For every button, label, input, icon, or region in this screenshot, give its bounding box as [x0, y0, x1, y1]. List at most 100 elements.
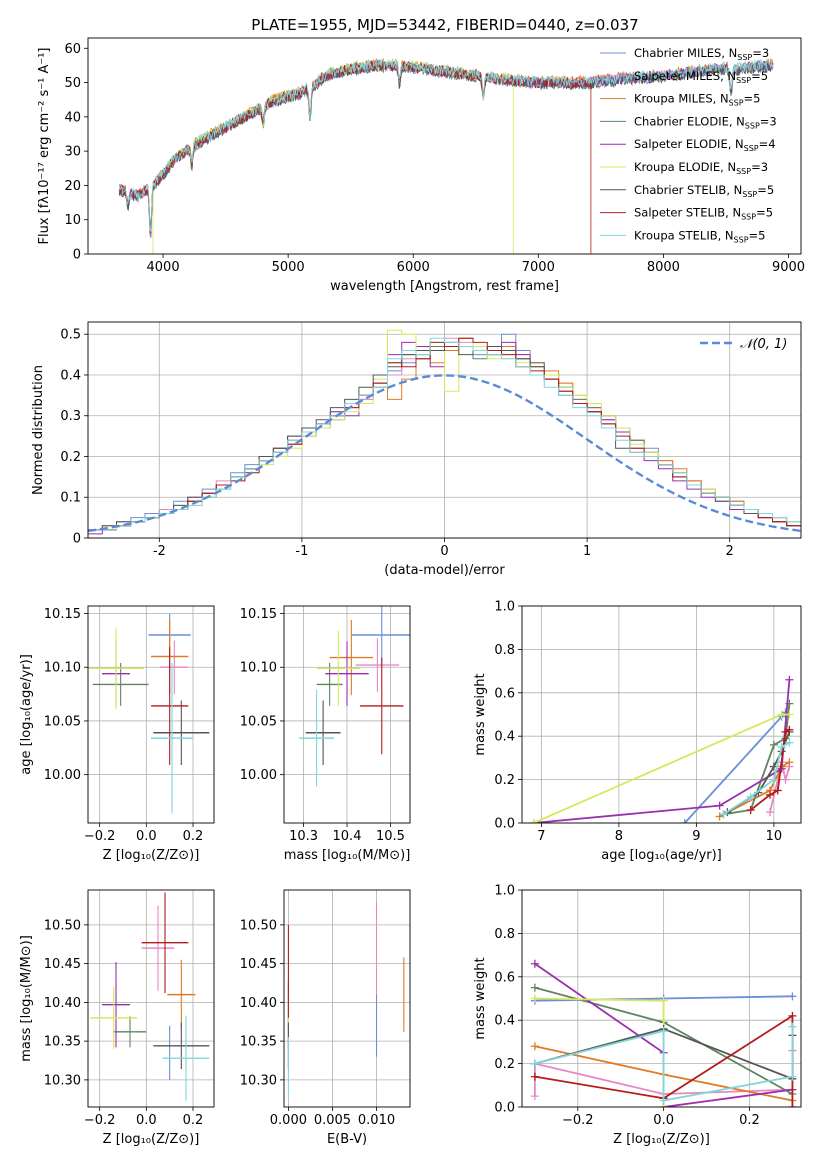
errorbar-kroupa-stelib [151, 662, 193, 814]
series-marker [530, 983, 539, 992]
y-tick-label: 0.2 [60, 450, 81, 465]
errorbar-kroupa-miles [329, 619, 374, 696]
plot-frame [87, 321, 802, 539]
mass-vs-Z-panel: −0.2 0.0 0.2 10.30 10.35 10.40 10.45 10.50 Z [lo… [19, 889, 215, 1147]
series-marker [769, 740, 778, 749]
legend-label: Salpeter MILES, NSSP=5 [634, 69, 768, 85]
y-tick-label: 10.10 [44, 661, 81, 676]
y-tick-label: 0.0 [494, 817, 515, 832]
series-marker [530, 1072, 539, 1081]
y-axis-label: Normed distribution [31, 365, 46, 495]
x-tick-label: 0.2 [739, 1113, 760, 1128]
x-tick-label: −0.2 [84, 829, 116, 844]
x-tick-label: −0.2 [84, 1113, 116, 1128]
series-marker [746, 805, 755, 814]
plot-frame [283, 605, 411, 824]
x-tick-label: 0.0 [136, 829, 157, 844]
series-marker [788, 1103, 797, 1107]
series-line [719, 761, 790, 818]
x-tick-label: 0.0 [136, 1113, 157, 1128]
series-line [533, 679, 791, 823]
x-tick-label: 9 [692, 829, 700, 844]
plot-frame [87, 605, 215, 824]
age-vs-mass-panel: 10.3 10.4 10.5 10.00 10.05 10.10 10.15 mass [lo… [240, 605, 411, 863]
series-marker [659, 996, 668, 1005]
x-axis-label: Z [log₁₀(Z/Z⊙)] [103, 1132, 200, 1147]
mass-vs-EBV-panel: 0.000 0.005 0.010 10.30 10.35 10.40 10.45 10.50… [240, 889, 411, 1147]
errorbar-salpeter-elodie [102, 962, 130, 1048]
y-tick-label: 10.05 [240, 714, 277, 729]
x-tick-label: 0.0 [653, 1113, 674, 1128]
weight-vs-age-panel: 7 8 9 10 0.0 0.2 0.4 0.6 0.8 1.0 age [log₁₀(age/yr… [473, 600, 802, 863]
age-vs-Z-panel: −0.2 0.0 0.2 10.00 10.05 10.10 10.15 Z [log₁₀(Z… [19, 605, 215, 863]
errorbar-chabrier-stelib [153, 700, 210, 765]
x-axis-label: E(B-V) [327, 1132, 367, 1147]
y-tick-label: 30 [64, 145, 81, 160]
legend-label: Kroupa MILES, NSSP=5 [634, 92, 760, 108]
series-marker [773, 786, 782, 795]
legend-label: Chabrier MILES, NSSP=3 [634, 46, 769, 62]
y-tick-label: 0.3 [60, 409, 81, 424]
series-kroupa-stelib [719, 738, 794, 819]
legend-label: Salpeter STELIB, NSSP=5 [634, 206, 773, 222]
x-tick-label: 8 [615, 829, 623, 844]
series-marker [719, 810, 728, 819]
x-axis-label: age [log₁₀(age/yr)] [601, 848, 722, 863]
y-tick-label: 0.6 [494, 686, 515, 701]
series-marker [659, 1096, 668, 1105]
series-marker [788, 1011, 797, 1020]
y-tick-label: 0.8 [494, 927, 515, 942]
errorbar-kroupa-stelib [299, 689, 334, 787]
series-marker [766, 808, 774, 817]
spectrum-lines [118, 57, 774, 254]
x-tick-label: 10.3 [289, 829, 318, 844]
y-tick-label: 0.1 [60, 491, 81, 506]
y-tick-label: 10.40 [44, 996, 81, 1011]
weight-series [529, 675, 794, 823]
errorbar-chabrier-stelib [305, 700, 341, 765]
spectrum-line-kroupa-stelib [118, 57, 774, 233]
series-marker [529, 819, 538, 823]
y-tick-label: 10 [64, 213, 81, 228]
y-tick-label: 10.30 [44, 1073, 81, 1088]
errorbar-salpeter-miles [355, 638, 400, 692]
legend-label: Chabrier STELIB, NSSP=5 [634, 183, 774, 199]
y-tick-label: 10.35 [44, 1035, 81, 1050]
series-marker [530, 1092, 539, 1101]
series-marker [788, 992, 797, 1001]
series-marker [788, 1022, 797, 1031]
x-tick-label: 4000 [147, 260, 180, 275]
errorbar-salpeter-stelib [151, 646, 189, 765]
x-axis-label: wavelength [Angstrom, rest frame] [330, 279, 559, 294]
x-tick-label: 6000 [397, 260, 430, 275]
y-axis-label: age [log₁₀(age/yr)] [19, 654, 34, 775]
errorbar-salpeter-stelib [360, 657, 404, 755]
x-tick-label: 0.005 [314, 1113, 351, 1128]
y-tick-label: 10.40 [240, 996, 277, 1011]
plot-frame [521, 605, 802, 824]
errorbar-chabrier-miles [351, 606, 410, 668]
x-tick-label: -2 [153, 544, 166, 559]
errorbar-kroupa-elodie [316, 630, 361, 706]
errorbar-points [90, 892, 210, 1101]
y-tick-label: 0.2 [494, 773, 515, 788]
errorbar-points [287, 901, 405, 1100]
plot-frame [283, 889, 411, 1108]
legend-label: Kroupa STELIB, NSSP=5 [634, 228, 765, 244]
x-tick-label: 0.2 [183, 829, 204, 844]
normal-reference-curve [88, 374, 801, 533]
errorbar-kroupa-stelib [162, 1015, 210, 1101]
series-marker [715, 801, 724, 810]
errorbar-salpeter-stelib [141, 892, 189, 994]
series-marker [530, 959, 539, 968]
histogram-salpeter-stelib [88, 337, 801, 538]
figure-title: PLATE=1955, MJD=53442, FIBERID=0440, z=0… [251, 16, 638, 34]
histogram-lines [88, 329, 801, 538]
series-salpeter-elodie [529, 675, 794, 823]
y-tick-label: 60 [64, 42, 81, 57]
errorbar-kroupa-elodie [90, 986, 137, 1049]
x-tick-label: −0.2 [562, 1113, 594, 1128]
y-tick-label: 40 [64, 110, 81, 125]
weight-vs-Z-panel: −0.2 0.0 0.2 0.0 0.2 0.4 0.6 0.8 1.0 Z [log₁₀(Z/Z… [473, 884, 802, 1147]
